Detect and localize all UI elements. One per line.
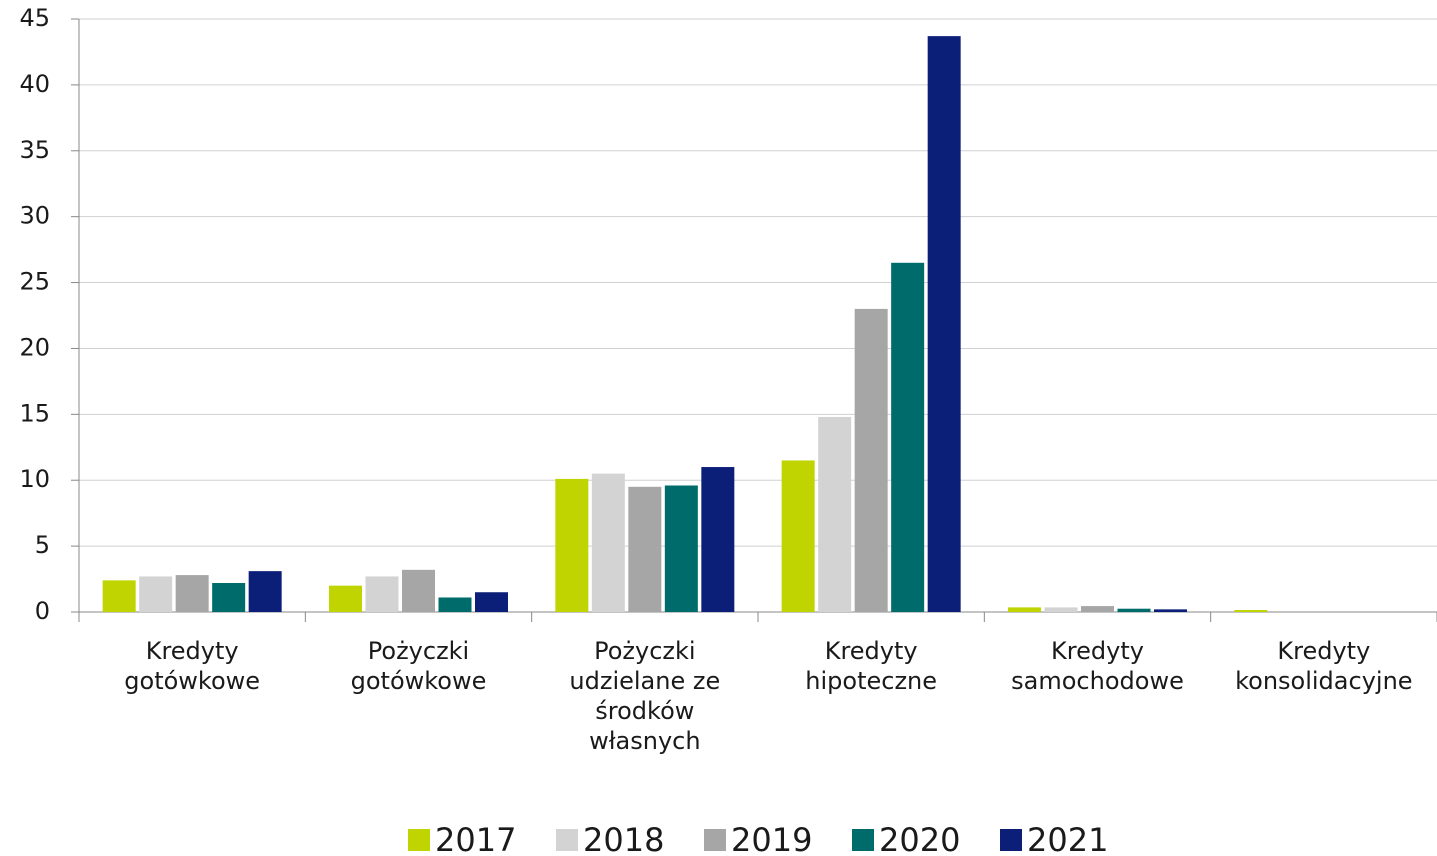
bar <box>664 485 698 612</box>
bar <box>891 262 925 612</box>
y-tick-label: 35 <box>19 136 50 164</box>
bar <box>475 592 508 612</box>
bar <box>438 597 472 612</box>
legend-swatch <box>852 829 874 851</box>
bar <box>781 460 815 612</box>
legend: 2017 2018 2019 2020 2021 <box>408 821 1108 856</box>
bar <box>1117 608 1151 612</box>
bar <box>212 583 246 612</box>
x-tick-label: Kredyty samochodowe <box>1011 637 1184 695</box>
legend-swatch <box>408 829 430 851</box>
y-tick-label: 40 <box>19 70 50 98</box>
x-tick-label: Kredyty hipoteczne <box>805 637 937 695</box>
bar <box>1044 607 1078 612</box>
bar <box>139 576 173 612</box>
x-tick-label: Pożyczki udzielane ze środków własnych <box>569 637 720 755</box>
bar <box>1081 606 1114 612</box>
y-tick-label: 30 <box>19 202 50 230</box>
bar <box>854 308 888 612</box>
y-tick-label: 10 <box>19 465 50 493</box>
x-tick-label: Pożyczki gotówkowe <box>351 637 487 695</box>
bar <box>555 478 589 612</box>
bar <box>329 585 362 612</box>
legend-label: 2018 <box>583 821 664 856</box>
bar <box>1154 609 1187 612</box>
bar <box>1234 610 1268 612</box>
legend-swatch <box>1000 829 1022 851</box>
bar <box>102 580 136 612</box>
bar <box>402 569 435 612</box>
legend-swatch <box>704 829 726 851</box>
bar <box>701 467 735 612</box>
bar <box>818 416 852 612</box>
bar <box>628 486 662 612</box>
legend-label: 2017 <box>435 821 516 856</box>
bar <box>248 571 282 612</box>
legend-label: 2021 <box>1027 821 1108 856</box>
x-tick-label: Kredyty gotówkowe <box>124 637 260 695</box>
bar <box>591 473 625 612</box>
bar <box>365 576 399 612</box>
bar <box>1307 611 1341 612</box>
legend-label: 2019 <box>731 821 812 856</box>
bar <box>927 36 961 613</box>
y-tick-label: 45 <box>19 4 50 32</box>
y-tick-label: 20 <box>19 333 50 361</box>
y-tick-label: 0 <box>35 597 50 625</box>
bar <box>1008 607 1041 612</box>
x-tick-label: Kredyty konsolidacyjne <box>1235 637 1412 695</box>
y-tick-label: 15 <box>19 399 50 427</box>
y-tick-label: 5 <box>35 531 50 559</box>
y-tick-label: 25 <box>19 268 50 296</box>
legend-label: 2020 <box>879 821 960 856</box>
legend-swatch <box>556 829 578 851</box>
bar <box>175 575 209 612</box>
